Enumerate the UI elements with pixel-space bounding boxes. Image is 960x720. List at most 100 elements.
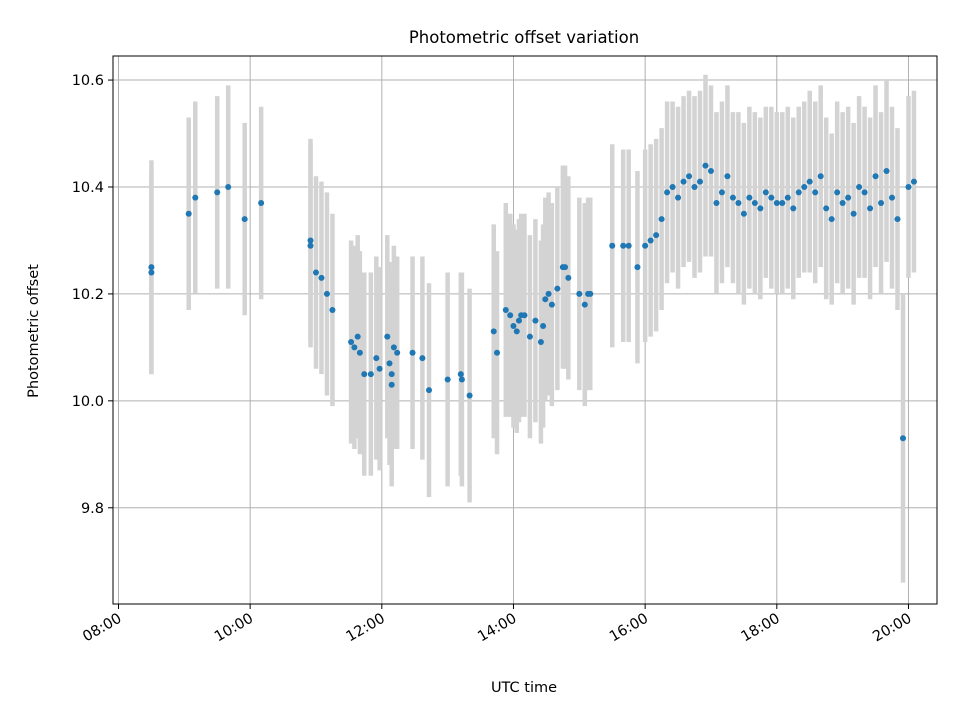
data-point (861, 189, 868, 196)
data-point (834, 189, 841, 196)
data-point (502, 306, 509, 313)
data-point (905, 183, 912, 190)
data-point (307, 242, 314, 249)
data-point (686, 173, 693, 180)
data-point (494, 349, 501, 356)
data-point (388, 381, 395, 388)
data-point (490, 328, 497, 335)
data-point (850, 210, 857, 217)
data-point (664, 189, 671, 196)
y-axis: 9.8 10.0 10.2 10.4 10.6 (72, 73, 113, 517)
data-point (384, 333, 391, 340)
data-point (883, 167, 890, 174)
data-point (526, 333, 533, 340)
data-point (367, 371, 374, 378)
data-point (576, 290, 583, 297)
data-point (425, 387, 432, 394)
chart-title: Photometric offset variation (409, 28, 639, 47)
data-point (697, 178, 704, 185)
data-point (894, 216, 901, 223)
data-point (318, 274, 325, 281)
point-layer (148, 162, 917, 442)
data-point (521, 312, 528, 319)
data-point (669, 183, 676, 190)
data-point (258, 200, 265, 207)
y-axis-label: Photometric offset (26, 264, 42, 398)
data-point (354, 333, 361, 340)
data-point (241, 216, 248, 223)
data-point (784, 194, 791, 201)
data-point (515, 317, 522, 324)
data-point (356, 349, 363, 356)
data-point (444, 376, 451, 383)
data-point (351, 344, 358, 351)
data-point (457, 371, 464, 378)
data-point (845, 194, 852, 201)
y-tick-label: 10.4 (72, 180, 104, 196)
data-point (466, 392, 473, 399)
data-point (348, 339, 355, 346)
data-point (148, 264, 155, 271)
data-point (554, 285, 561, 292)
data-point (373, 355, 380, 362)
data-point (762, 189, 769, 196)
data-point (329, 306, 336, 313)
data-point (148, 269, 155, 276)
data-point (542, 296, 549, 303)
data-point (680, 178, 687, 185)
data-point (878, 200, 885, 207)
data-point (307, 237, 314, 244)
data-point (795, 189, 802, 196)
data-point (806, 178, 813, 185)
data-point (581, 301, 588, 308)
data-point (768, 194, 775, 201)
y-tick-label: 10.0 (72, 394, 104, 410)
data-point (620, 242, 627, 249)
data-point (735, 200, 742, 207)
data-point (537, 339, 544, 346)
data-point (757, 205, 764, 212)
data-point (394, 349, 401, 356)
data-point (361, 371, 368, 378)
data-point (856, 183, 863, 190)
data-point (812, 189, 819, 196)
data-point (729, 194, 736, 201)
data-point (713, 200, 720, 207)
data-point (214, 189, 221, 196)
data-point (647, 237, 654, 244)
data-point (872, 173, 879, 180)
y-tick-label: 10.6 (72, 73, 104, 89)
data-point (545, 290, 552, 297)
data-point (609, 242, 616, 249)
data-point (653, 232, 660, 239)
data-point (790, 205, 797, 212)
data-point (751, 200, 758, 207)
data-point (376, 365, 383, 372)
data-point (867, 205, 874, 212)
data-point (513, 328, 520, 335)
data-point (828, 216, 835, 223)
data-point (773, 200, 780, 207)
data-point (532, 317, 539, 324)
data-point (707, 167, 714, 174)
data-point (823, 205, 830, 212)
data-point (702, 162, 709, 169)
data-point (323, 290, 330, 297)
data-point (548, 301, 555, 308)
data-point (718, 189, 725, 196)
data-point (801, 183, 808, 190)
data-point (817, 173, 824, 180)
plot-frame (112, 55, 938, 605)
data-point (388, 371, 395, 378)
data-point (910, 178, 917, 185)
data-point (390, 344, 397, 351)
data-point (675, 194, 682, 201)
data-point (779, 200, 786, 207)
data-point (192, 194, 199, 201)
data-point (507, 312, 514, 319)
x-axis-label: UTC time (491, 680, 557, 696)
data-point (724, 173, 731, 180)
data-point (386, 360, 393, 367)
data-point (587, 290, 594, 297)
